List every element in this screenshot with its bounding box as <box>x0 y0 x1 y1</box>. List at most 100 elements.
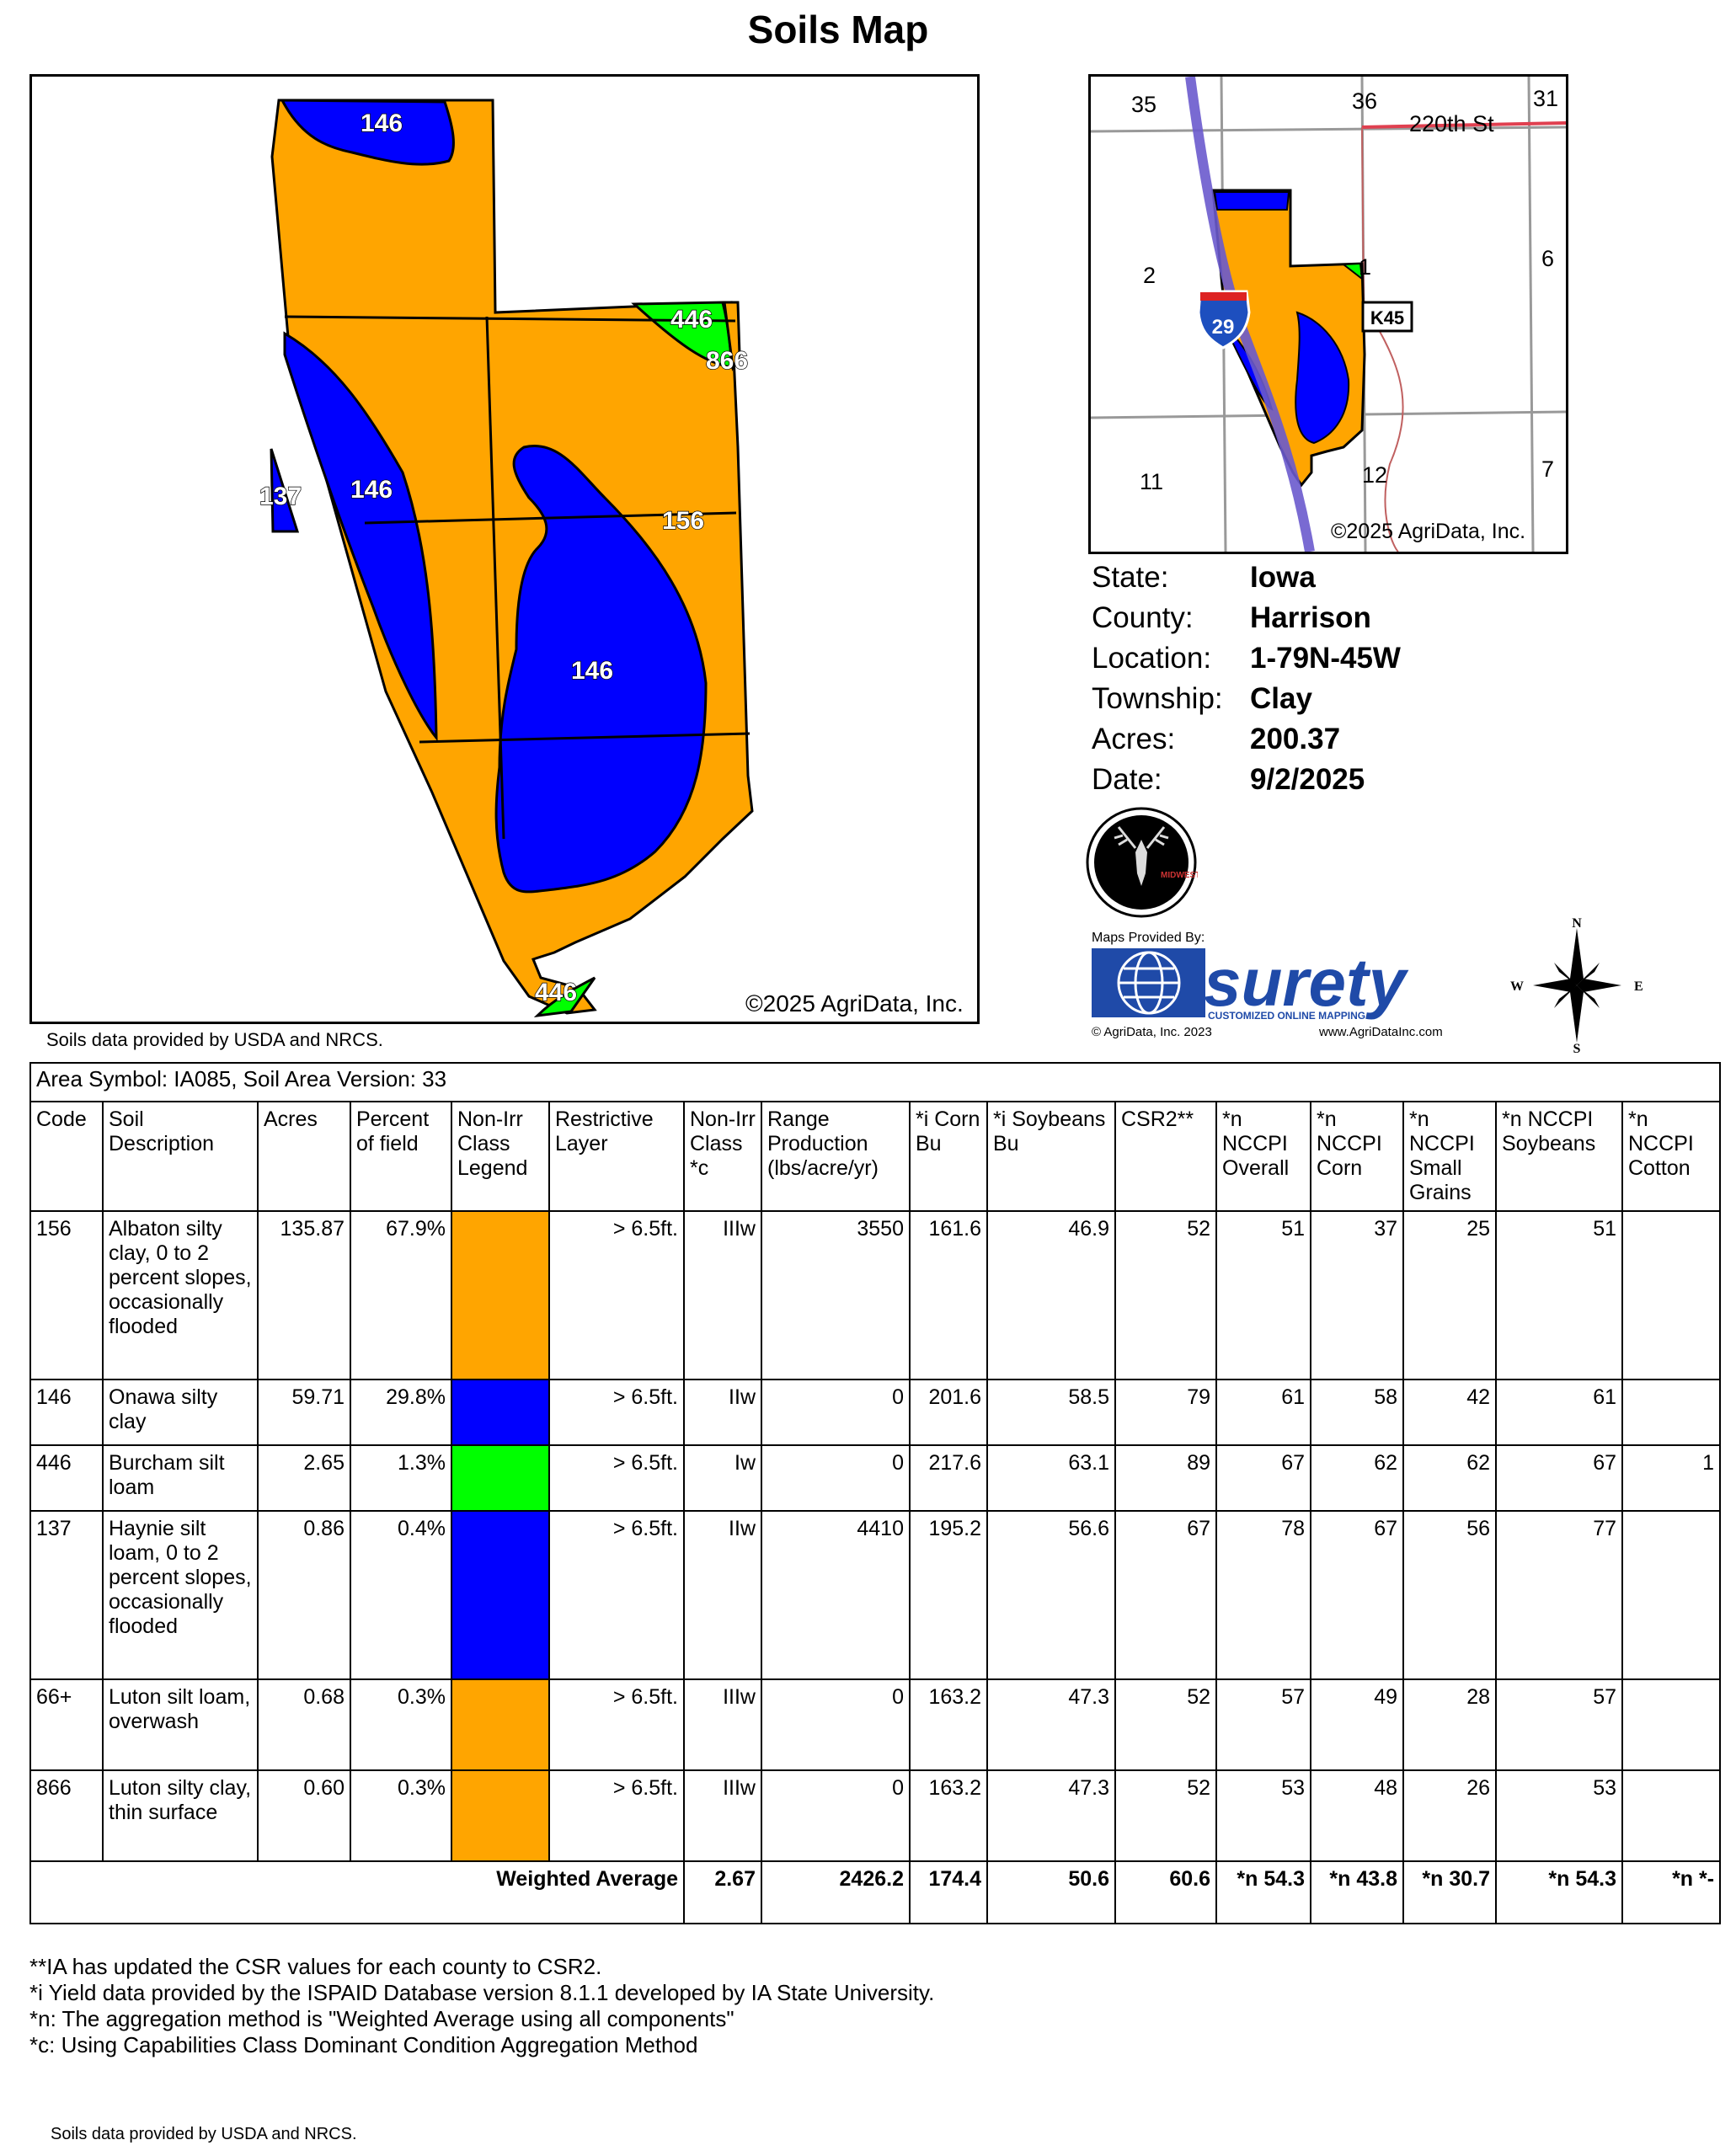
cell-nccpi-cotton: 1 <box>1622 1445 1720 1511</box>
cell-legend <box>451 1679 549 1770</box>
cell-csr2: 52 <box>1115 1211 1216 1380</box>
cell-restrictive: > 6.5ft. <box>549 1511 684 1679</box>
cell-description: Haynie silt loam, 0 to 2 percent slopes,… <box>103 1511 258 1679</box>
cell-nccpi-soybeans: 51 <box>1496 1211 1622 1380</box>
compass-north: N <box>1572 918 1582 931</box>
column-header: *i Corn Bu <box>910 1102 987 1211</box>
cell-corn: 163.2 <box>910 1679 987 1770</box>
info-label: State: <box>1092 558 1250 598</box>
cell-code: 156 <box>30 1211 103 1380</box>
cell-nccpi-soybeans: 67 <box>1496 1445 1622 1511</box>
cell-nccpi-small-grains: 25 <box>1403 1211 1496 1380</box>
table-row: 66+ Luton silt loam, overwash 0.68 0.3% > 6.… <box>30 1679 1720 1770</box>
cell-legend <box>451 1380 549 1445</box>
map-copyright: ©2025 AgriData, Inc. <box>745 990 964 1017</box>
cell-soybeans: 58.5 <box>987 1380 1115 1445</box>
footnote: *n: The aggregation method is "Weighted … <box>29 2006 934 2032</box>
section-number: 36 <box>1352 88 1377 114</box>
wa-nccpi-overall: *n 54.3 <box>1216 1861 1311 1924</box>
column-header: *i Soybeans Bu <box>987 1102 1115 1211</box>
wa-nccpi-corn: *n 43.8 <box>1311 1861 1403 1924</box>
cell-corn: 161.6 <box>910 1211 987 1380</box>
cell-range: 0 <box>761 1380 910 1445</box>
cell-range: 0 <box>761 1445 910 1511</box>
surety-tagline: CUSTOMIZED ONLINE MAPPING <box>1208 1010 1365 1022</box>
soil-label: 446 <box>670 306 713 334</box>
column-header: *n NCCPI Small Grains <box>1403 1102 1496 1211</box>
cell-csr2: 89 <box>1115 1445 1216 1511</box>
cell-range: 0 <box>761 1679 910 1770</box>
soils-map[interactable]: 146 446 866 137 146 156 146 446 ©2025 Ag… <box>29 74 980 1024</box>
cell-class: IIw <box>684 1380 761 1445</box>
cell-legend <box>451 1511 549 1679</box>
cell-nccpi-soybeans: 53 <box>1496 1770 1622 1861</box>
section-number: 12 <box>1362 462 1387 488</box>
soil-label: 866 <box>706 347 748 375</box>
globe-icon <box>1092 948 1205 1017</box>
cell-description: Albaton silty clay, 0 to 2 percent slope… <box>103 1211 258 1380</box>
column-header: Soil Description <box>103 1102 258 1211</box>
cell-range: 4410 <box>761 1511 910 1679</box>
weighted-average-label: Weighted Average <box>30 1861 684 1924</box>
cell-nccpi-cotton <box>1622 1380 1720 1445</box>
location-map[interactable]: 29 K45 35 36 31 2 1 6 11 12 7 220th St ©… <box>1088 74 1568 554</box>
info-label: Location: <box>1092 638 1250 679</box>
cell-acres: 2.65 <box>258 1445 350 1511</box>
footnotes: **IA has updated the CSR values for each… <box>29 1954 934 2058</box>
cell-acres: 0.68 <box>258 1679 350 1770</box>
midwest-logo: MIDWEST <box>1085 806 1198 919</box>
cell-soybeans: 56.6 <box>987 1511 1115 1679</box>
column-header: Non-Irr Class Legend <box>451 1102 549 1211</box>
table-row: 866 Luton silty clay, thin surface 0.60 0.3… <box>30 1770 1720 1861</box>
info-label: Date: <box>1092 760 1250 800</box>
cell-nccpi-cotton <box>1622 1770 1720 1861</box>
column-header: Code <box>30 1102 103 1211</box>
cell-nccpi-small-grains: 42 <box>1403 1380 1496 1445</box>
section-number: 11 <box>1140 469 1163 494</box>
cell-range: 3550 <box>761 1211 910 1380</box>
cell-soybeans: 47.3 <box>987 1770 1115 1861</box>
interstate-number: 29 <box>1212 316 1235 339</box>
cell-legend <box>451 1445 549 1511</box>
cell-nccpi-small-grains: 56 <box>1403 1511 1496 1679</box>
weighted-average-row: Weighted Average 2.67 2426.2 174.4 50.6 … <box>30 1861 1720 1924</box>
column-header: *n NCCPI Overall <box>1216 1102 1311 1211</box>
info-value: Iowa <box>1250 561 1316 594</box>
cell-soybeans: 63.1 <box>987 1445 1115 1511</box>
logo-text: MIDWEST <box>1161 871 1198 880</box>
cell-class: IIIw <box>684 1770 761 1861</box>
cell-nccpi-corn: 58 <box>1311 1380 1403 1445</box>
cell-description: Onawa silty clay <box>103 1380 258 1445</box>
cell-acres: 0.60 <box>258 1770 350 1861</box>
compass-south: S <box>1573 1042 1581 1053</box>
column-header: Acres <box>258 1102 350 1211</box>
table-header-row: Code Soil Description Acres Percent of f… <box>30 1102 1720 1211</box>
info-row-township: Township: Clay <box>1092 679 1401 719</box>
wa-csr2: 60.6 <box>1115 1861 1216 1924</box>
table-row: 146 Onawa silty clay 59.71 29.8% > 6.5ft. IIw… <box>30 1380 1720 1445</box>
cell-percent: 29.8% <box>350 1380 451 1445</box>
cell-nccpi-overall: 78 <box>1216 1511 1311 1679</box>
soil-label: 146 <box>571 657 613 685</box>
cell-nccpi-corn: 67 <box>1311 1511 1403 1679</box>
wa-nccpi-soybeans: *n 54.3 <box>1496 1861 1622 1924</box>
surety-copyright: © AgriData, Inc. 2023 <box>1092 1025 1212 1039</box>
cell-nccpi-soybeans: 61 <box>1496 1380 1622 1445</box>
column-header: *n NCCPI Cotton <box>1622 1102 1720 1211</box>
wa-nccpi-small-grains: *n 30.7 <box>1403 1861 1496 1924</box>
cell-nccpi-soybeans: 77 <box>1496 1511 1622 1679</box>
soils-credit: Soils data provided by USDA and NRCS. <box>51 2125 357 2144</box>
area-symbol: Area Symbol: IA085, Soil Area Version: 3… <box>30 1063 1720 1102</box>
footnote: **IA has updated the CSR values for each… <box>29 1954 934 1980</box>
column-header: *n NCCPI Soybeans <box>1496 1102 1622 1211</box>
inset-copyright: ©2025 AgriData, Inc. <box>1331 520 1525 543</box>
cell-class: IIw <box>684 1511 761 1679</box>
cell-restrictive: > 6.5ft. <box>549 1380 684 1445</box>
column-header: *n NCCPI Corn <box>1311 1102 1403 1211</box>
column-header: Range Production (lbs/acre/yr) <box>761 1102 910 1211</box>
soil-label: 446 <box>535 979 577 1006</box>
footnote: *c: Using Capabilities Class Dominant Co… <box>29 2032 934 2058</box>
soils-map-canvas: 146 446 866 137 146 156 146 446 ©2025 Ag… <box>32 77 977 1022</box>
cell-code: 446 <box>30 1445 103 1511</box>
cell-nccpi-overall: 67 <box>1216 1445 1311 1511</box>
